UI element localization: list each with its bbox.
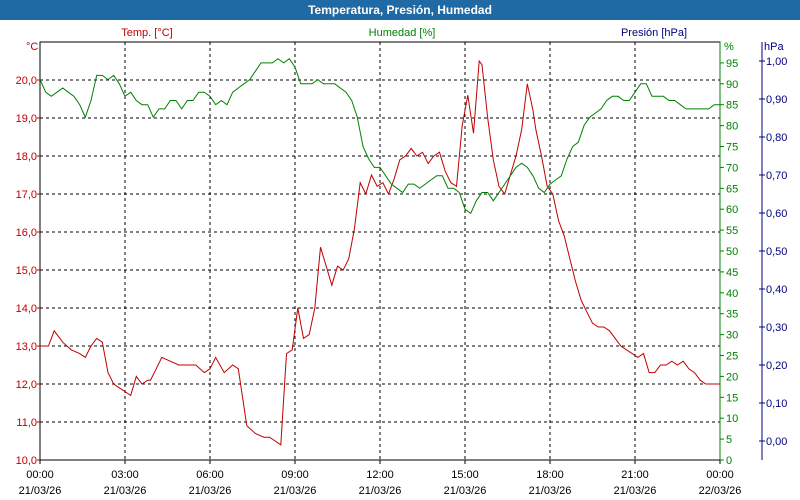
pressure-tick-label: 1,00	[766, 56, 787, 68]
humidity-series-line	[39, 57, 720, 215]
humidity-tick-label: 0	[726, 455, 732, 467]
temp-axis-label: Temp. [°C]	[121, 27, 172, 39]
pressure-unit-label: hPa	[764, 41, 784, 53]
x-tick-date: 21/03/26	[104, 485, 147, 497]
pressure-tick-label: 0,00	[766, 436, 787, 448]
humidity-tick-label: 5	[726, 434, 732, 446]
x-tick-date: 21/03/26	[529, 485, 572, 497]
pressure-axis-label: Presión [hPa]	[621, 27, 687, 39]
humidity-tick-label: 20	[726, 371, 738, 383]
temp-tick-label: 17,0	[16, 189, 37, 201]
series-layer	[39, 57, 720, 446]
humidity-tick-label: 30	[726, 330, 738, 342]
x-tick-date: 21/03/26	[444, 485, 487, 497]
pressure-tick-label: 0,90	[766, 94, 787, 106]
temp-tick-label: 19,0	[16, 113, 37, 125]
temp-tick-label: 18,0	[16, 151, 37, 163]
tick-labels: 10,0 11,0 12,0 13,0 14,0 15,0 16,0 17,0 18,0 19,0…	[16, 56, 788, 497]
temperature-series-line	[40, 59, 720, 446]
pressure-tick-label: 0,20	[766, 360, 787, 372]
pressure-tick-label: 0,70	[766, 170, 787, 182]
temp-tick-label: 20,0	[16, 75, 37, 87]
pressure-tick-label: 0,30	[766, 322, 787, 334]
pressure-tick-label: 0,80	[766, 132, 787, 144]
humidity-tick-label: 95	[726, 58, 738, 70]
x-tick-date: 21/03/26	[189, 485, 232, 497]
humidity-tick-label: 80	[726, 121, 738, 133]
humidity-axis-label: Humedad [%]	[369, 27, 436, 39]
temp-tick-label: 14,0	[16, 303, 37, 315]
humidity-tick-label: 45	[726, 267, 738, 279]
x-tick-date: 22/03/26	[699, 485, 742, 497]
x-tick-time: 00:00	[706, 469, 734, 481]
x-tick-time: 12:00	[366, 469, 394, 481]
x-tick-date: 21/03/26	[274, 485, 317, 497]
humidity-tick-label: 50	[726, 246, 738, 258]
humidity-tick-label: 75	[726, 142, 738, 154]
temp-tick-label: 12,0	[16, 379, 37, 391]
x-tick-time: 21:00	[621, 469, 649, 481]
humidity-unit-label: %	[724, 41, 734, 53]
x-tick-time: 03:00	[111, 469, 139, 481]
humidity-tick-label: 25	[726, 351, 738, 363]
x-tick-time: 00:00	[26, 469, 54, 481]
temp-tick-label: 10,0	[16, 455, 37, 467]
humidity-tick-label: 15	[726, 392, 738, 404]
temp-tick-label: 15,0	[16, 265, 37, 277]
temp-unit-label: °C	[26, 41, 38, 53]
humidity-tick-label: 90	[726, 79, 738, 91]
humidity-tick-label: 35	[726, 309, 738, 321]
pressure-tick-label: 0,40	[766, 284, 787, 296]
pressure-tick-label: 0,60	[766, 208, 787, 220]
x-tick-date: 21/03/26	[19, 485, 62, 497]
x-tick-date: 21/03/26	[614, 485, 657, 497]
axes	[37, 42, 765, 464]
x-tick-time: 15:00	[451, 469, 479, 481]
pressure-tick-label: 0,10	[766, 398, 787, 410]
humidity-tick-label: 40	[726, 288, 738, 300]
humidity-tick-label: 85	[726, 100, 738, 112]
pressure-tick-label: 0,50	[766, 246, 787, 258]
humidity-tick-label: 55	[726, 225, 738, 237]
humidity-tick-label: 60	[726, 204, 738, 216]
grid-lines	[40, 42, 720, 460]
chart-title: Temperatura, Presión, Humedad	[0, 0, 800, 20]
x-tick-time: 18:00	[536, 469, 564, 481]
humidity-tick-label: 70	[726, 162, 738, 174]
temp-tick-label: 13,0	[16, 341, 37, 353]
temp-tick-label: 16,0	[16, 227, 37, 239]
temp-tick-label: 11,0	[16, 417, 37, 429]
humidity-tick-label: 10	[726, 413, 738, 425]
x-tick-date: 21/03/26	[359, 485, 402, 497]
x-tick-time: 06:00	[196, 469, 224, 481]
humidity-tick-label: 65	[726, 183, 738, 195]
x-tick-time: 09:00	[281, 469, 309, 481]
